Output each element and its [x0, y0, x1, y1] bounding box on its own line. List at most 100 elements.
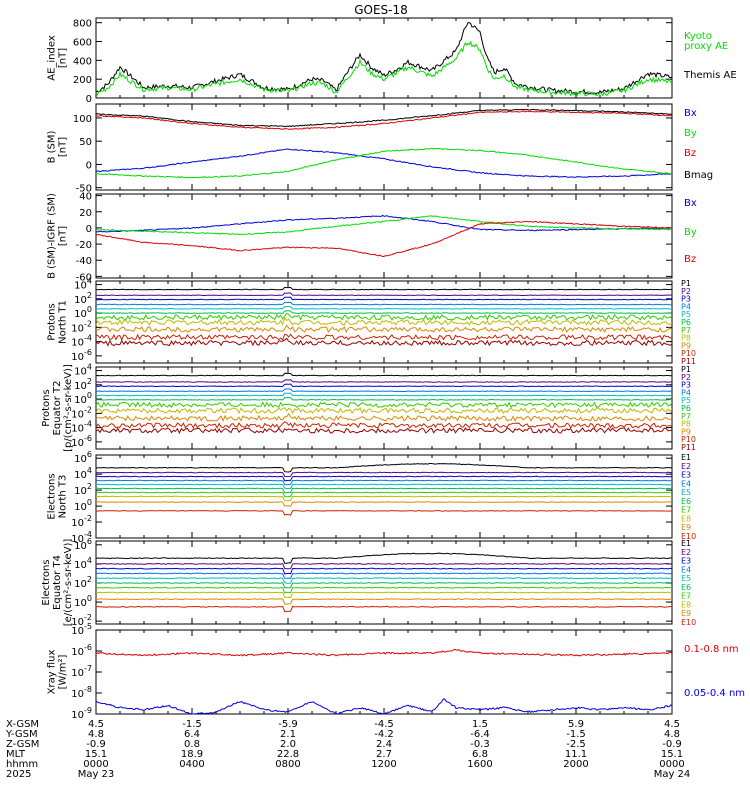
y-tick-label: 100: [74, 305, 92, 320]
ephemeris-value: 4.5: [88, 719, 104, 730]
ephemeris-value: 4.8: [88, 729, 104, 740]
y-tick-label: 20: [79, 208, 92, 219]
y-tick-label: -50: [76, 184, 92, 195]
channel-line: [95, 312, 673, 321]
legend-label: P6: [681, 404, 691, 413]
legend-label: P5: [681, 310, 691, 319]
y-axis-label: [p/(cm²-s-sr-keV)]: [63, 364, 74, 452]
series-line: [95, 147, 673, 179]
series-line: [95, 648, 673, 657]
channel-line: [95, 412, 673, 422]
legend-label: E5: [681, 488, 691, 497]
channel-line: [95, 562, 673, 570]
channel-line: [95, 483, 673, 490]
y-axis-label: B (SM): [47, 130, 58, 163]
legend-label: E6: [681, 497, 691, 506]
ephemeris-value: 2.1: [280, 729, 296, 740]
ephemeris-label: hhmm: [6, 759, 38, 770]
legend-label: P7: [681, 412, 691, 421]
channel-line: [96, 396, 673, 401]
y-axis-label: North T3: [58, 475, 69, 519]
channel-line: [95, 598, 673, 605]
ephemeris-value: 0000: [659, 759, 684, 770]
channel-line: [96, 605, 672, 613]
legend-label: E4: [681, 479, 691, 488]
channel-line: [95, 479, 673, 486]
exponent: -9: [84, 706, 92, 715]
y-tick-label: 0: [86, 94, 92, 105]
channel-line: [95, 401, 673, 409]
exponent: -2: [84, 319, 92, 328]
channel-line: [95, 317, 673, 326]
y-tick-label: 400: [73, 56, 92, 67]
legend-label: P3: [681, 381, 691, 390]
legend-label: E2: [681, 548, 691, 557]
ephemeris-label: Z-GSM: [6, 739, 39, 750]
y-tick-label: 102: [74, 575, 92, 590]
legend-label: P9: [681, 341, 691, 350]
ephemeris-value: -5.9: [278, 719, 298, 730]
ephemeris-value: 4.5: [664, 719, 680, 730]
channel-line: [95, 421, 673, 429]
ephemeris-axis: X-GSM 4.5 -1.5 -5.9 -4.5 1.5 5.9 4.5 Y-GSM 4.8 6.4…: [5, 719, 690, 780]
legend-label: Bz: [684, 148, 696, 159]
panel-frame: [95, 193, 673, 279]
legend-label: P7: [681, 326, 691, 335]
ephemeris-value: 11.1: [565, 749, 587, 760]
legend-label: E7: [681, 506, 691, 515]
y-axis-label: [e/(cm²-s-sr-keV)]: [63, 539, 74, 627]
ephemeris-value: 1600: [467, 759, 492, 770]
exponent: 2: [87, 575, 92, 584]
exponent: 0: [87, 305, 92, 314]
panel-2: -50 0 50 100 B (SM) [nT] Bx By Bz Bmag: [47, 103, 713, 195]
panel-frame: [95, 366, 673, 450]
y-tick-label: 100: [74, 498, 92, 513]
legend-label: proxy AE: [684, 41, 728, 52]
exponent: -6: [84, 434, 92, 443]
channel-line: [96, 296, 673, 301]
legend-label: P11: [681, 443, 696, 452]
y-tick-label: 104: [74, 556, 92, 571]
legend-label: E9: [681, 609, 691, 618]
legend-label: P10: [681, 349, 696, 358]
legend-label: E8: [681, 514, 691, 523]
legend-label: E4: [681, 565, 691, 574]
ephemeris-value: -6.4: [470, 729, 490, 740]
legend-label: E6: [681, 583, 691, 592]
y-axis-label: Protons: [41, 389, 52, 426]
panel-frame: [95, 629, 673, 715]
exponent: -4: [84, 420, 92, 429]
exponent: 6: [87, 450, 92, 459]
series-line: [95, 108, 672, 128]
channel-line: [95, 491, 673, 498]
ephemeris-value: 6.8: [472, 749, 488, 760]
channel-line: [95, 487, 673, 494]
legend-label: Bmag: [684, 170, 713, 181]
exponent: 4: [87, 466, 92, 475]
y-tick-label: 50: [79, 137, 92, 148]
legend-label: E9: [681, 523, 691, 532]
legend-label: P1: [681, 279, 691, 288]
exponent: 0: [87, 498, 92, 507]
ephemeris-value: 5.9: [568, 719, 584, 730]
channel-line: [95, 463, 672, 473]
exponent: 4: [87, 277, 92, 286]
legend-label: E8: [681, 600, 691, 609]
channel-line: [95, 582, 673, 589]
ephemeris-value: 15.1: [85, 749, 107, 760]
y-axis-label: Xray flux: [47, 650, 58, 695]
y-axis-label: AE_index: [47, 35, 58, 81]
series-line: [95, 22, 673, 95]
legend-label: 0.05-0.4 nm: [684, 688, 745, 699]
exponent: 2: [87, 291, 92, 300]
y-tick-label: 10-7: [71, 664, 92, 679]
y-tick-label: 0: [86, 224, 92, 235]
ephemeris-label: X-GSM: [6, 719, 39, 730]
y-axis-label: Equator T2: [52, 381, 63, 436]
legend-label: P3: [681, 295, 691, 304]
y-tick-label: 10-6: [71, 643, 92, 658]
legend-label: P4: [681, 388, 691, 397]
exponent: -7: [84, 664, 92, 673]
ephemeris-value: 2.7: [376, 749, 392, 760]
